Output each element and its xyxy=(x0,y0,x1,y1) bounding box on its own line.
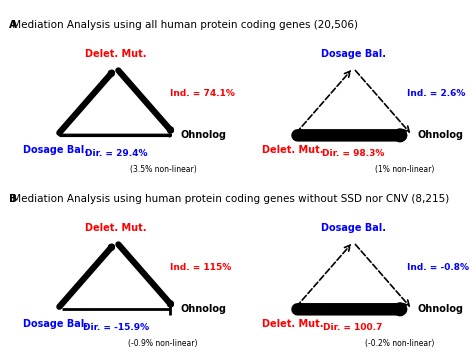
Text: Delet. Mut.: Delet. Mut. xyxy=(262,320,323,329)
Text: (3.5% non-linear): (3.5% non-linear) xyxy=(130,165,197,174)
Text: Mediation Analysis using all human protein coding genes (20,506): Mediation Analysis using all human prote… xyxy=(9,20,358,30)
Text: Ohnolog: Ohnolog xyxy=(180,130,226,140)
Text: B: B xyxy=(9,194,21,204)
Text: (-0.2% non-linear): (-0.2% non-linear) xyxy=(365,339,434,348)
Text: Delet. Mut.: Delet. Mut. xyxy=(85,49,147,59)
Text: Ind. = -0.8%: Ind. = -0.8% xyxy=(407,263,469,272)
Text: Dir. = 98.3%: Dir. = 98.3% xyxy=(322,149,384,158)
Text: Delet. Mut.: Delet. Mut. xyxy=(85,223,147,233)
Text: Ohnolog: Ohnolog xyxy=(180,304,226,314)
Text: Ind. = 74.1%: Ind. = 74.1% xyxy=(170,89,235,98)
Text: (-0.9% non-linear): (-0.9% non-linear) xyxy=(128,339,197,348)
Text: Dosage Bal.: Dosage Bal. xyxy=(23,320,88,329)
Text: Dir. = -15.9%: Dir. = -15.9% xyxy=(83,323,149,332)
Text: Mediation Analysis using human protein coding genes without SSD nor CNV (8,215): Mediation Analysis using human protein c… xyxy=(9,194,450,204)
Text: Ohnolog: Ohnolog xyxy=(417,304,463,314)
Text: Delet. Mut.: Delet. Mut. xyxy=(262,146,323,155)
Text: Dosage Bal.: Dosage Bal. xyxy=(320,49,386,59)
Text: Ind. = 115%: Ind. = 115% xyxy=(170,263,231,272)
Text: Dir. = 100.7: Dir. = 100.7 xyxy=(323,323,383,332)
Text: Ind. = 2.6%: Ind. = 2.6% xyxy=(407,89,465,98)
Text: Ohnolog: Ohnolog xyxy=(417,130,463,140)
Text: Dosage Bal.: Dosage Bal. xyxy=(320,223,386,233)
Text: Dosage Bal.: Dosage Bal. xyxy=(23,146,88,155)
Text: A: A xyxy=(9,20,21,30)
Text: Dir. = 29.4%: Dir. = 29.4% xyxy=(85,149,147,158)
Text: (1% non-linear): (1% non-linear) xyxy=(374,165,434,174)
